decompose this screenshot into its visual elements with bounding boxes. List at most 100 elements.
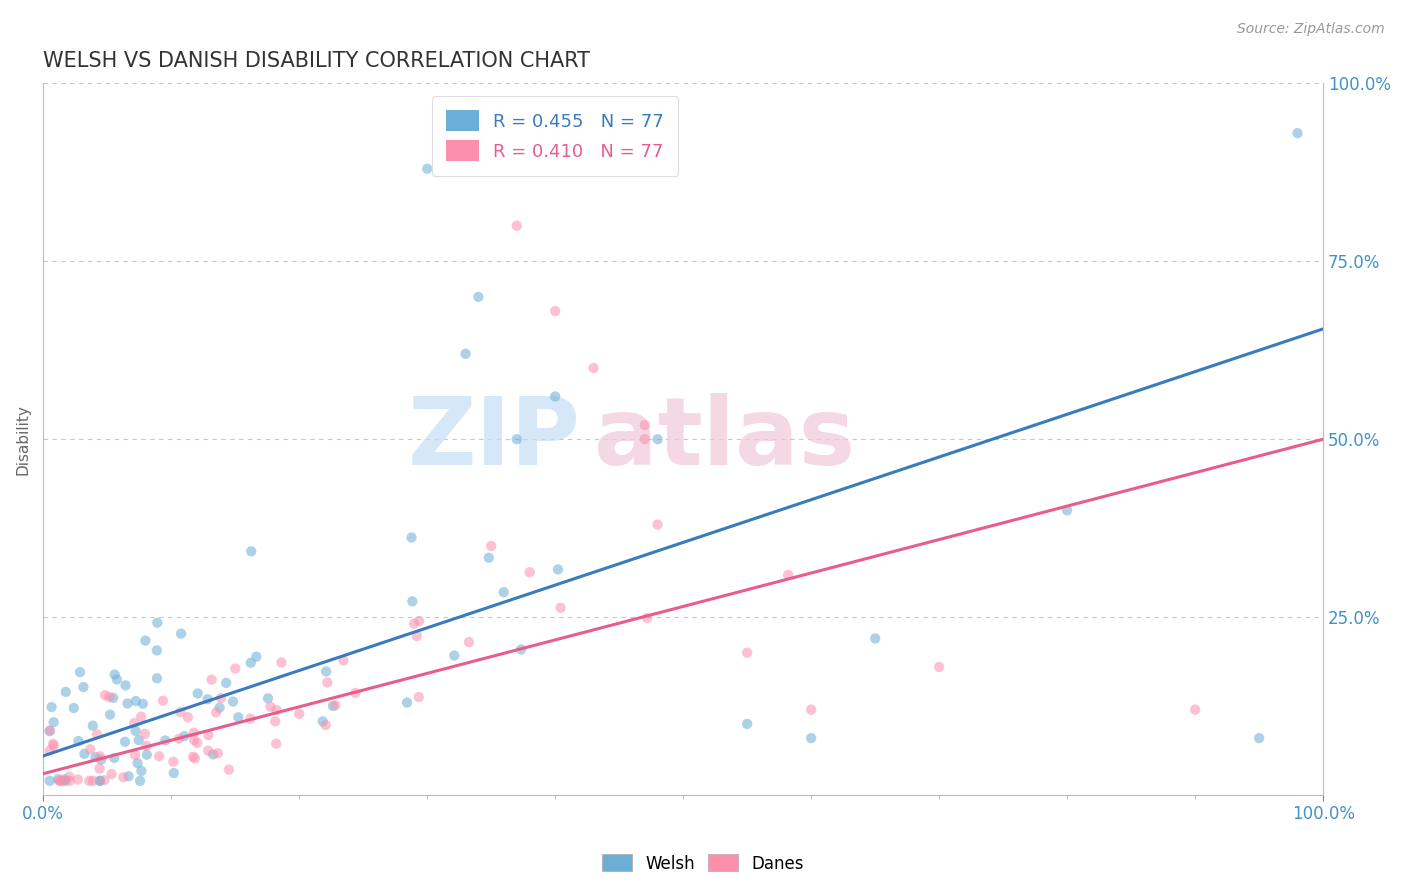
Point <box>82 773 104 788</box>
Point <box>1184 703 1206 717</box>
Point <box>735 646 758 660</box>
Point <box>181 749 204 764</box>
Point <box>117 769 139 783</box>
Point <box>146 671 169 685</box>
Point <box>245 649 267 664</box>
Point <box>332 653 354 667</box>
Point <box>239 712 262 726</box>
Point <box>104 667 127 681</box>
Point <box>800 703 823 717</box>
Point <box>315 665 337 679</box>
Point <box>135 739 157 753</box>
Point <box>146 643 169 657</box>
Point <box>72 680 94 694</box>
Point <box>396 696 419 710</box>
Point <box>312 714 335 729</box>
Y-axis label: Disability: Disability <box>15 404 30 475</box>
Point <box>49 773 72 788</box>
Point <box>42 737 65 751</box>
Point <box>519 566 541 580</box>
Point <box>129 709 152 723</box>
Point <box>647 517 669 532</box>
Point <box>134 633 156 648</box>
Point <box>186 736 208 750</box>
Point <box>48 773 70 788</box>
Point <box>197 743 219 757</box>
Point <box>197 728 219 742</box>
Point <box>128 733 150 747</box>
Point <box>39 723 62 738</box>
Point <box>401 594 423 608</box>
Point <box>112 770 135 784</box>
Point <box>506 432 529 446</box>
Point <box>127 756 149 771</box>
Point <box>315 718 337 732</box>
Point <box>544 304 567 318</box>
Point <box>264 737 287 751</box>
Point <box>270 656 292 670</box>
Point <box>66 772 89 787</box>
Text: WELSH VS DANISH DISABILITY CORRELATION CHART: WELSH VS DANISH DISABILITY CORRELATION C… <box>44 51 591 70</box>
Point <box>41 700 63 714</box>
Point <box>114 735 136 749</box>
Point <box>117 697 139 711</box>
Point <box>98 690 121 704</box>
Point <box>636 611 658 625</box>
Point <box>124 723 146 738</box>
Point <box>124 748 146 763</box>
Point <box>209 691 232 706</box>
Point <box>89 773 111 788</box>
Point <box>114 678 136 692</box>
Point <box>98 707 121 722</box>
Point <box>544 390 567 404</box>
Point <box>155 733 177 747</box>
Point <box>93 773 115 788</box>
Point <box>184 751 207 765</box>
Point <box>207 747 229 761</box>
Point <box>122 716 145 731</box>
Point <box>42 739 65 753</box>
Point <box>550 600 572 615</box>
Point <box>443 648 465 663</box>
Point <box>928 660 950 674</box>
Point <box>53 772 76 787</box>
Point <box>148 749 170 764</box>
Point <box>202 747 225 762</box>
Point <box>38 744 60 758</box>
Point <box>264 714 287 729</box>
Point <box>479 539 502 553</box>
Point <box>205 706 228 720</box>
Point <box>59 773 82 788</box>
Point <box>259 699 281 714</box>
Point <box>547 562 569 576</box>
Point <box>454 347 477 361</box>
Point <box>94 688 117 702</box>
Point <box>208 700 231 714</box>
Point <box>1249 731 1271 745</box>
Point <box>218 763 240 777</box>
Point <box>735 717 758 731</box>
Point <box>778 567 800 582</box>
Point <box>79 773 101 788</box>
Point <box>401 531 423 545</box>
Point <box>228 710 250 724</box>
Point <box>73 747 96 761</box>
Point <box>167 731 190 746</box>
Point <box>288 706 311 721</box>
Text: atlas: atlas <box>593 393 855 485</box>
Point <box>69 665 91 679</box>
Point <box>458 635 481 649</box>
Point <box>408 614 430 628</box>
Point <box>82 718 104 732</box>
Point <box>152 694 174 708</box>
Point <box>197 692 219 706</box>
Point <box>416 161 439 176</box>
Point <box>647 432 669 446</box>
Point <box>467 290 489 304</box>
Point <box>325 698 347 713</box>
Point <box>67 734 90 748</box>
Point <box>634 417 657 432</box>
Point <box>800 731 823 745</box>
Point <box>492 585 515 599</box>
Point <box>38 773 60 788</box>
